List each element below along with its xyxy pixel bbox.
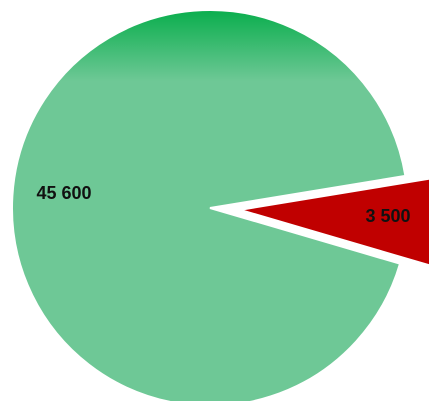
pie-slice	[11, 9, 407, 401]
pie-slice	[239, 177, 429, 267]
pie-data-labels: 45 600 3 500	[36, 183, 410, 226]
pie-slices	[11, 9, 429, 401]
data-label: 3 500	[365, 206, 410, 226]
data-label: 45 600	[36, 183, 91, 203]
